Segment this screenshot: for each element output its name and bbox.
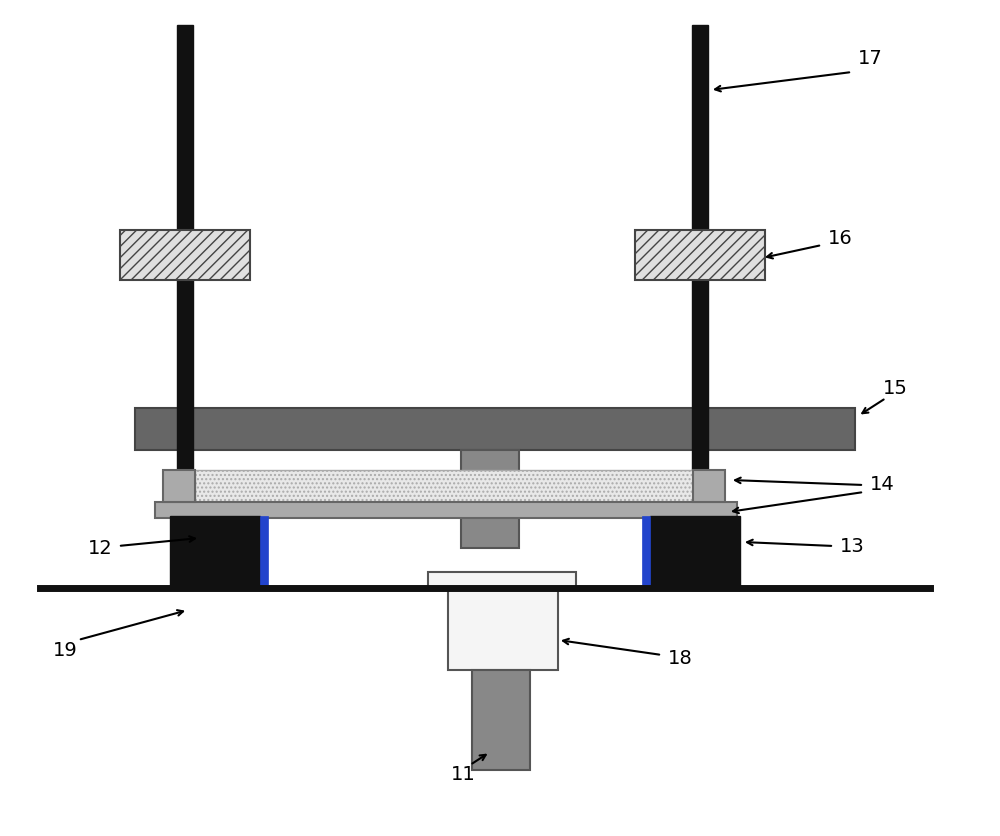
Bar [642,516,650,588]
Bar [428,572,576,590]
Bar [635,230,765,280]
Bar [692,25,708,590]
Text: 19: 19 [53,640,77,660]
Bar [135,408,855,450]
Bar [461,450,519,548]
Bar [260,516,268,588]
Text: 11: 11 [451,766,475,784]
Bar [693,470,725,502]
Text: 13: 13 [840,537,864,555]
Text: 12: 12 [88,538,112,558]
Bar [195,470,693,502]
Bar [155,502,737,518]
Bar [163,470,195,502]
Text: 14: 14 [870,475,894,493]
Bar [120,230,250,280]
Text: 16: 16 [828,228,852,247]
Bar [472,670,530,770]
Bar [177,25,193,590]
Text: 18: 18 [668,649,692,667]
Bar [170,516,260,588]
Bar [448,590,558,670]
Bar [650,516,740,588]
Text: 17: 17 [858,48,882,68]
Text: 15: 15 [883,379,907,397]
